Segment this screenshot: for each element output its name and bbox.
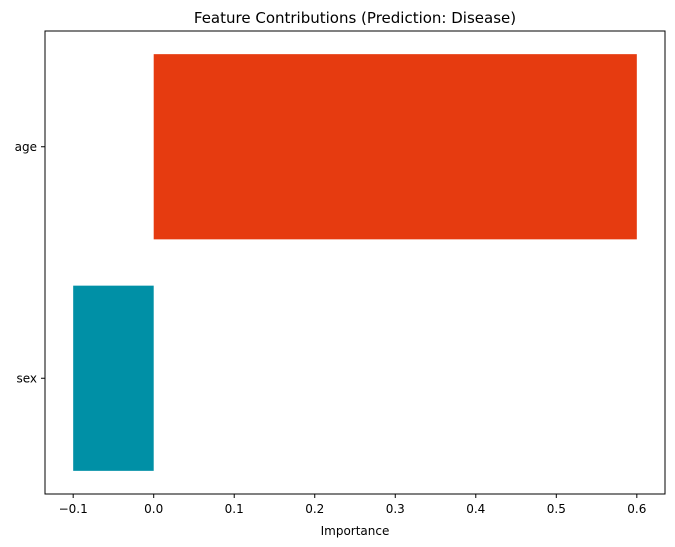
chart-title: Feature Contributions (Prediction: Disea…: [194, 9, 516, 27]
x-axis: −0.1 0.0 0.1 0.2 0.3 0.4 0.5 0.6: [59, 494, 646, 516]
x-axis-label: Importance: [321, 524, 390, 538]
x-tick-label: 0.6: [627, 502, 646, 516]
plot-frame: [44, 30, 666, 495]
x-tick-label: 0.0: [144, 502, 163, 516]
x-tick-label: 0.3: [386, 502, 405, 516]
y-axis: sex age: [15, 140, 45, 385]
x-tick-label: 0.1: [225, 502, 244, 516]
x-tick-label: −0.1: [59, 502, 88, 516]
y-tick-label-age: age: [15, 140, 37, 154]
bars-group: [73, 54, 637, 471]
x-tick-label: 0.5: [547, 502, 566, 516]
bar-age: [153, 54, 637, 240]
y-tick-label-sex: sex: [16, 371, 37, 385]
x-tick-label: 0.2: [305, 502, 324, 516]
bar-sex: [73, 285, 154, 471]
x-tick-label: 0.4: [466, 502, 485, 516]
